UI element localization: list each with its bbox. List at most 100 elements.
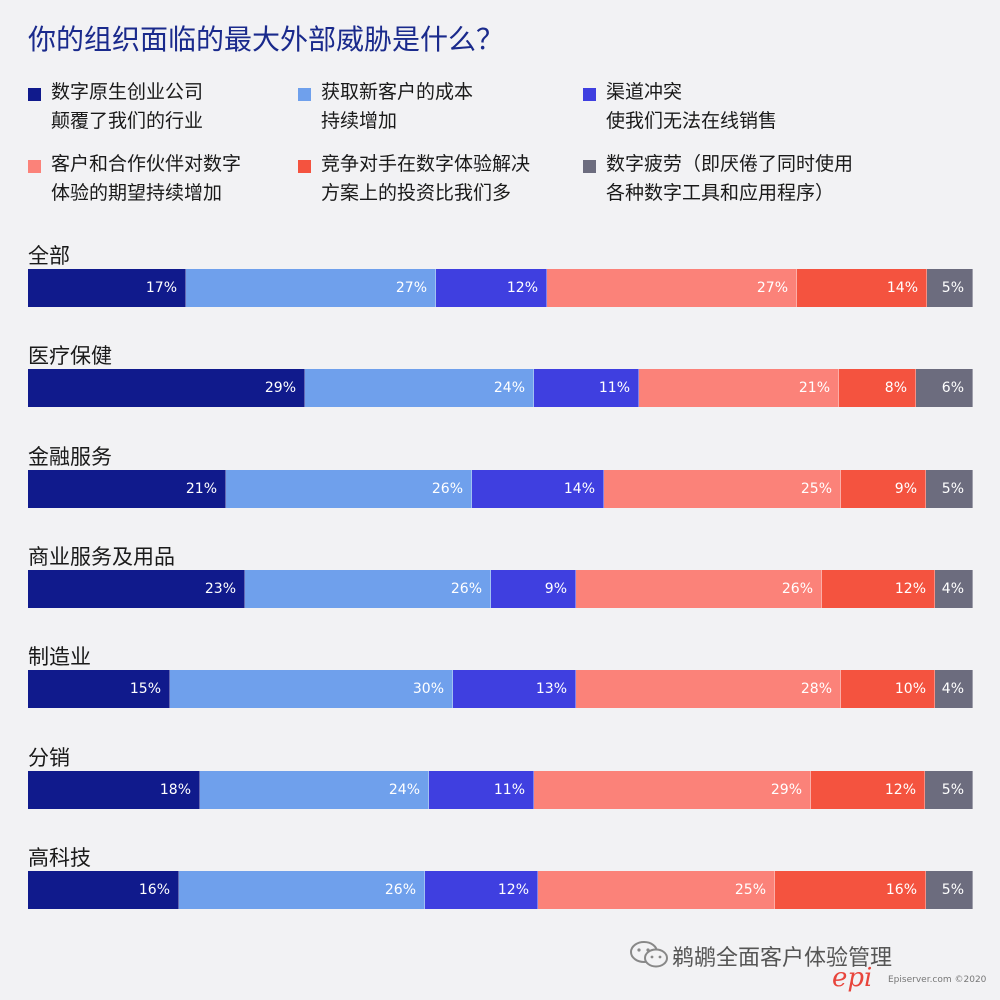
bar-value-label: 14% [563, 480, 595, 497]
bar-value-label: 5% [941, 280, 964, 296]
bar-segment: 4% [935, 569, 973, 608]
bar-segment: 27% [186, 269, 436, 307]
bar-value-label: 28% [800, 681, 832, 698]
bar-segment: 17% [28, 269, 186, 307]
bar-value-label: 29% [770, 781, 802, 798]
bar-value-label: 27% [395, 280, 427, 296]
bar-segment: 5% [926, 469, 973, 508]
bar-segment: 16% [28, 870, 179, 909]
bar-segment: 15% [28, 670, 170, 709]
episerver-logo-icon: epi [832, 963, 872, 993]
bar-segment: 12% [425, 870, 538, 909]
bar-value-label: 12% [497, 881, 529, 898]
legend-swatch-6 [583, 160, 596, 173]
bar-value-label: 23% [204, 580, 236, 597]
bar-value-label: 5% [941, 480, 964, 497]
bar-value-label: 24% [388, 781, 420, 798]
bar-value-label: 24% [493, 380, 525, 397]
bar-segment: 12% [822, 569, 935, 608]
bar-segment: 8% [839, 369, 916, 408]
legend-entry-line: 使我们无法在线销售 [606, 110, 778, 132]
legend-entry-1: 数字原生创业公司 颠覆了我们的行业 [51, 78, 203, 136]
category-label: 高科技 [28, 845, 91, 870]
bar-segment: 18% [28, 770, 200, 809]
bar-segment: 23% [28, 569, 245, 608]
bar-value-label: 11% [493, 781, 525, 798]
bar-segment: 5% [925, 770, 973, 809]
bar-value-label: 9% [894, 480, 917, 497]
legend-swatch-2 [298, 88, 311, 101]
bar-segment: 6% [916, 369, 973, 408]
bar-value-label: 26% [384, 881, 416, 898]
bar-value-label: 17% [145, 280, 177, 296]
bar-segment: 9% [491, 569, 576, 608]
legend-entry-2: 获取新客户的成本 持续增加 [321, 78, 473, 136]
bar-segment: 14% [472, 469, 604, 508]
legend-swatch-4 [28, 160, 41, 173]
legend-entry-line: 体验的期望持续增加 [51, 182, 223, 204]
bar-value-label: 10% [894, 681, 926, 698]
bar-row: 29% 24% 11% 21% 8% 6% [28, 369, 973, 408]
bar-value-label: 16% [138, 881, 170, 898]
bar-row: 17% 27% 12% 27% 14% 5% [28, 269, 973, 307]
legend-swatch-5 [298, 160, 311, 173]
legend-entry-line: 客户和合作伙伴对数字 [51, 153, 242, 175]
category-label: 金融服务 [28, 444, 112, 469]
legend-entry-line: 各种数字工具和应用程序） [606, 182, 835, 204]
legend-entry-4: 客户和合作伙伴对数字 体验的期望持续增加 [51, 150, 241, 208]
bar-segment: 30% [170, 670, 453, 709]
bar-segment: 24% [200, 770, 429, 809]
bar-value-label: 4% [941, 681, 964, 698]
bar-segment: 21% [28, 469, 226, 508]
watermark-label: 鹈鹕全面客户体验管理 [672, 946, 893, 971]
bar-value-label: 13% [535, 681, 567, 698]
bar-row: 21% 26% 14% 25% 9% 5% [28, 469, 973, 508]
bar-value-label: 12% [884, 781, 916, 798]
bar-segment: 14% [797, 269, 927, 307]
bar-segment: 16% [775, 870, 926, 909]
category-label: 医疗保健 [28, 344, 112, 369]
legend-entry-line: 数字疲劳（即厌倦了同时使用 [606, 153, 854, 175]
legend-entry-6: 数字疲劳（即厌倦了同时使用 各种数字工具和应用程序） [606, 150, 853, 208]
bar-segment: 12% [436, 269, 547, 307]
chart-title: 你的组织面临的最大外部威胁是什么？ [28, 23, 505, 56]
category-label: 全部 [28, 244, 70, 268]
bar-value-label: 14% [886, 280, 918, 296]
bar-segment: 9% [841, 469, 926, 508]
bar-value-label: 25% [734, 881, 766, 898]
bar-value-label: 6% [941, 380, 964, 397]
bar-segment: 29% [534, 770, 811, 809]
bar-segment: 11% [534, 369, 639, 408]
bar-row: 15% 30% 13% 28% 10% 4% [28, 670, 973, 709]
legend-entry-line: 获取新客户的成本 [321, 81, 474, 103]
bar-value-label: 26% [431, 480, 463, 497]
bar-row: 18% 24% 11% 29% 12% 5% [28, 770, 973, 809]
bar-value-label: 21% [185, 480, 217, 497]
bar-value-label: 29% [264, 380, 296, 397]
bar-row: 23% 26% 9% 26% 12% 4% [28, 569, 973, 608]
bar-segment: 5% [926, 870, 973, 909]
category-label: 分销 [28, 745, 70, 770]
bar-value-label: 12% [894, 580, 926, 597]
legend-entry-line: 颠覆了我们的行业 [51, 110, 204, 132]
bar-value-label: 25% [800, 480, 832, 497]
bar-segment: 11% [429, 770, 534, 809]
bar-segment: 26% [576, 569, 822, 608]
bar-segment: 25% [538, 870, 775, 909]
bar-row: 16% 26% 12% 25% 16% 5% [28, 870, 973, 909]
bar-segment: 29% [28, 369, 305, 408]
bar-value-label: 21% [798, 380, 830, 397]
bar-value-label: 26% [781, 580, 813, 597]
bar-value-label: 5% [941, 881, 964, 898]
bar-segment: 13% [453, 670, 576, 709]
bar-segment: 24% [305, 369, 534, 408]
episerver-logo-text: epi [832, 963, 872, 993]
bar-value-label: 26% [450, 580, 482, 597]
bar-value-label: 12% [506, 280, 538, 296]
bar-value-label: 27% [756, 280, 788, 296]
bar-value-label: 16% [885, 881, 917, 898]
legend-swatch-3 [583, 88, 596, 101]
bar-segment: 21% [639, 369, 839, 408]
bar-segment: 4% [935, 670, 973, 709]
bar-value-label: 18% [159, 781, 191, 798]
